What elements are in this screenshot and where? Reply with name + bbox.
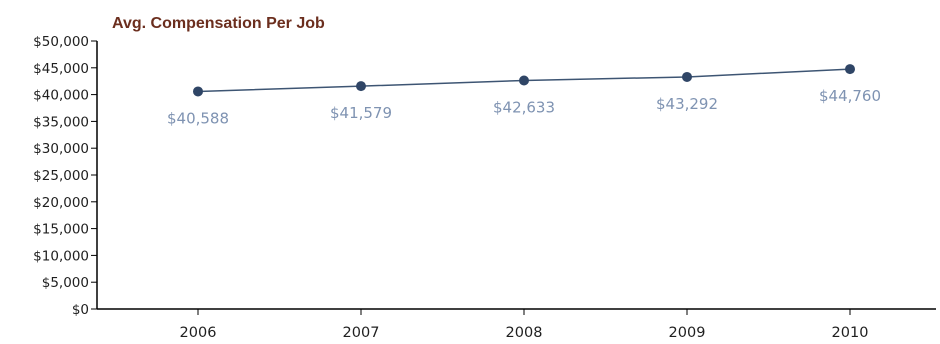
- y-tick-label: $40,000: [33, 88, 89, 104]
- y-tick-label: $25,000: [33, 168, 89, 184]
- data-label: $43,292: [656, 95, 718, 113]
- y-tick-label: $0: [72, 302, 89, 318]
- x-tick-label: 2010: [832, 325, 869, 341]
- chart-title: Avg. Compensation Per Job: [112, 15, 325, 32]
- x-tick-label: 2006: [180, 325, 217, 341]
- y-tick-label: $45,000: [33, 61, 89, 77]
- data-label: $44,760: [819, 87, 881, 105]
- x-axis: 2006 2007 2008 2009 2010: [97, 308, 936, 341]
- y-tick-label: $5,000: [42, 275, 89, 291]
- y-tick-label: $15,000: [33, 222, 89, 238]
- x-tick-label: 2009: [669, 325, 706, 341]
- data-point: [845, 64, 855, 75]
- y-tick-label: $10,000: [33, 248, 89, 264]
- x-tick-label: 2007: [343, 325, 380, 341]
- data-label: $40,588: [167, 109, 229, 127]
- data-point: [682, 71, 692, 82]
- x-tick-label: 2008: [506, 325, 543, 341]
- data-label: $42,633: [493, 98, 555, 116]
- y-tick-label: $50,000: [33, 34, 89, 50]
- data-label: $41,579: [330, 104, 392, 122]
- plot-area: $40,588 $41,579 $42,633 $43,292 $44,760: [167, 64, 881, 127]
- data-point: [519, 75, 529, 86]
- y-tick-label: $20,000: [33, 195, 89, 211]
- y-axis: $0 $5,000 $10,000 $15,000 $20,000 $25,000 $30,…: [33, 34, 98, 318]
- y-tick-label: $30,000: [33, 141, 89, 157]
- data-point: [356, 81, 366, 92]
- data-point: [193, 86, 203, 97]
- y-tick-label: $35,000: [33, 114, 89, 130]
